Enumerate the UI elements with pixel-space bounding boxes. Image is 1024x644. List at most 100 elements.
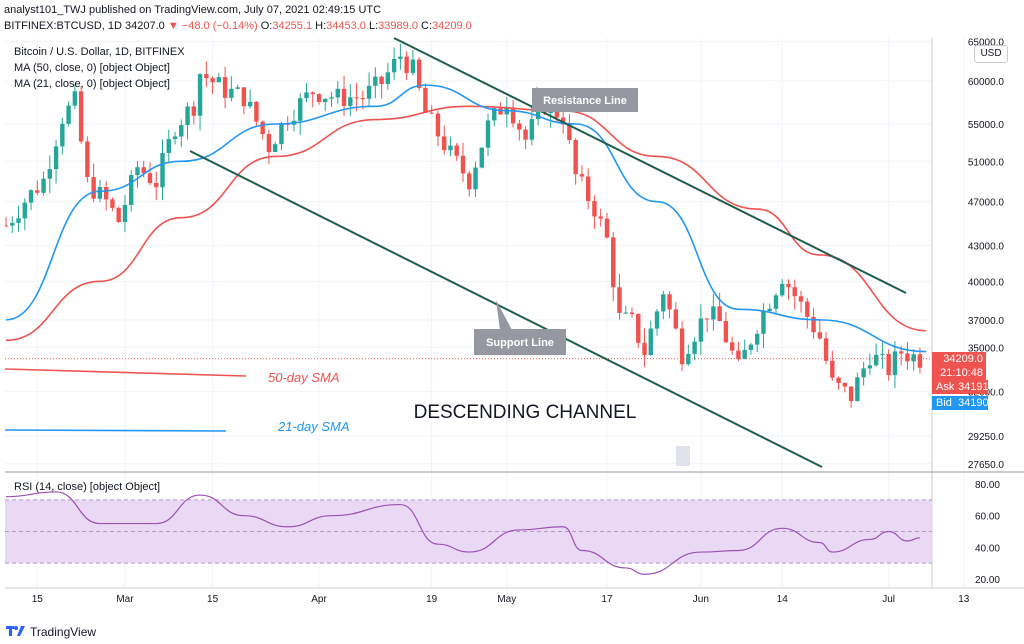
bid-value: 34190.0 [958,396,998,410]
candle-body [229,88,234,98]
candle-body [28,190,34,203]
candle-body [398,56,403,59]
candle-body [154,182,159,188]
candle-body [97,187,103,199]
x-tick-label: May [497,594,516,605]
footer-brand[interactable]: TradingView [30,625,97,639]
candle-body [742,349,747,360]
candle-body [711,306,716,320]
l-label: L: [368,20,379,32]
tradingview-logo-icon [6,626,25,636]
candle-body [736,350,741,360]
candle-body [166,139,171,154]
candle-body [579,174,585,177]
candle-body [823,338,829,361]
rsi-tick-label: 40.00 [975,543,1000,554]
footer: TradingView [0,620,1024,644]
y-tick-label: 29250.0 [968,432,1005,443]
resistance-callout: Resistance Line [532,88,638,112]
y-axis: 65000.0 60000.0 55000.0 51000.0 47000.0 43000… [968,37,1005,586]
candle-body [836,377,841,383]
y-tick-label: 27650.0 [968,460,1005,471]
candle-body [661,294,666,312]
candle-body [698,318,704,342]
candle-body [667,294,672,310]
annotation-layer: Resistance Line Support Line DESCENDING CH… [4,37,907,468]
candle-body [717,306,722,321]
candle-body [172,136,178,140]
candle-body [16,218,21,223]
currency-badge[interactable]: USD [974,45,1008,63]
o-value: 34255.1 [272,20,313,32]
rsi-band [5,499,932,564]
candle-body [811,316,816,333]
chart-title-legend: Bitcoin / U.S. Dollar, 1D, BITFINEX [14,46,185,58]
axis-frame [5,38,1024,589]
candle-body [917,354,923,368]
candle-body [348,97,353,107]
ohlc-line: BITFINEX:BTCUSD, 1D 34207.0 ▼ −48.0 (−0.… [4,20,472,32]
rsi-legend: RSI (14, close) [object Object] [14,481,161,493]
candle-body [648,328,653,355]
candle-body [692,341,697,354]
sma21-label: 21-day SMA [277,419,350,434]
candle-body [103,187,109,200]
candle-body [686,353,691,365]
candle-body [911,354,916,362]
candle-body [60,123,65,147]
h-value: 34453.0 [326,20,366,32]
candle-body [335,88,340,98]
candle-body [341,88,347,107]
candle-body [473,167,478,190]
candle-body [254,101,259,122]
candle-body [329,97,334,99]
candle-body [805,301,810,317]
candle-body [304,92,309,99]
y-tick-label: 40000.0 [968,277,1005,288]
candle-body [855,377,860,402]
y-tick-label: 47000.0 [968,198,1005,209]
support-callout: Support Line [474,329,566,355]
candle-body [798,296,804,302]
candle-body [129,175,134,205]
candle-body [485,120,491,148]
publish-info: analyst101_TWJ published on TradingView.… [4,4,382,16]
candle-body [247,101,253,107]
sma21-legend-line [4,429,227,432]
resistance-callout-text: Resistance Line [543,95,627,107]
candle-body [435,113,441,137]
candle-body [272,144,278,153]
x-axis: 15 Mar 15 Apr 19 May 17 Jun 14 Jul 13 [32,594,970,605]
rsi-line [5,491,920,575]
h-label: H: [315,20,327,32]
c-value: 34209.0 [432,20,472,32]
candle-body [260,121,265,135]
ma21-line [5,84,927,353]
candle-body [755,333,760,345]
candle-body [210,78,215,83]
symbol-label: BITFINEX:BTCUSD, 1D [4,20,122,32]
resistance-callout-box [532,88,638,112]
candle-body [442,136,447,151]
candle-body [861,368,866,378]
bid-label: Bid [932,396,958,410]
candle-body [404,56,409,73]
price-chart[interactable]: Resistance Line Support Line DESCENDING CH… [0,0,1024,620]
ask-label: Ask [932,380,958,394]
candle-body [623,312,628,314]
candle-body [617,287,622,313]
x-tick-label: 15 [32,594,44,605]
candle-body [279,123,284,145]
candle-body [886,353,891,376]
candle-body [786,283,791,288]
candle-body [898,351,904,354]
candle-body [629,312,635,314]
candle-body [529,119,535,140]
time-marker [676,446,690,466]
x-tick-label: 13 [958,594,970,605]
candle-body [592,201,597,217]
candle-body [636,313,641,343]
ma50-legend: MA (50, close, 0) [object Object] [14,62,170,74]
candle-body [35,190,40,193]
y-tick-label: 55000.0 [968,120,1005,131]
